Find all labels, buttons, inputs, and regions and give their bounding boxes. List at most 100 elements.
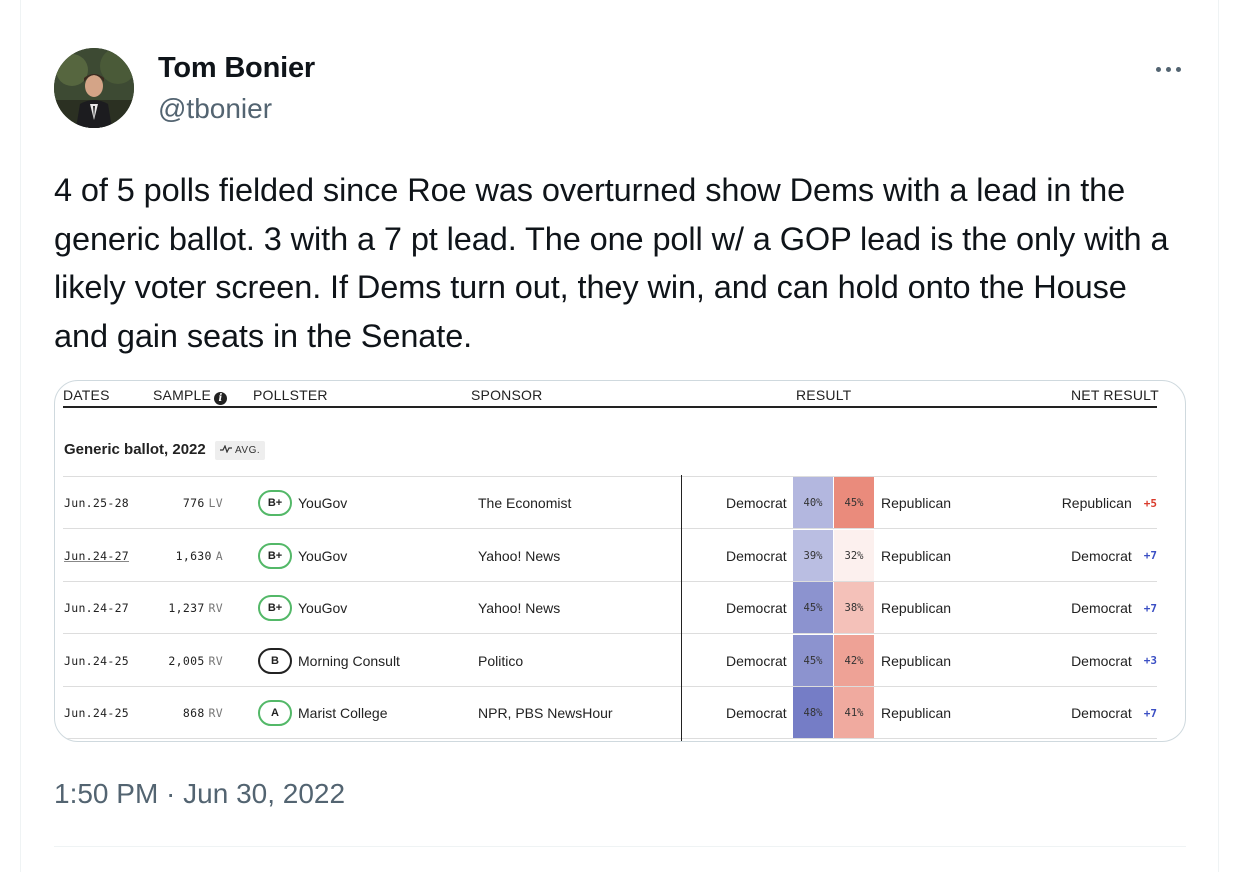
pollster-grade: B+: [258, 490, 292, 516]
pollster-cell[interactable]: B+ YouGov: [258, 582, 347, 634]
row-rule: [63, 528, 1157, 529]
rep-pct: 41%: [834, 687, 874, 739]
dem-pct: 40%: [793, 477, 833, 529]
dem-label: Democrat: [726, 547, 787, 564]
pollster-cell[interactable]: A Marist College: [258, 687, 387, 739]
pollster-name: Marist College: [298, 705, 388, 721]
author-display-name[interactable]: Tom Bonier: [158, 52, 315, 84]
row-rule: [63, 738, 1157, 739]
pollster-grade: B+: [258, 542, 292, 569]
trend-icon: [220, 444, 232, 454]
header-sample-label: SAMPLE: [153, 387, 211, 403]
poll-sample: 1,237 RV: [168, 601, 223, 615]
section-rule: [63, 476, 1157, 477]
header-sample: SAMPLE i: [153, 387, 227, 405]
dem-label: Democrat: [726, 705, 787, 721]
header-net-result: NET RESULT: [1071, 387, 1159, 403]
poll-sample: 1,630 A: [175, 548, 223, 563]
table-row: Jun.24-25 2,005 RV B Morning Consult Politico…: [55, 634, 1185, 687]
pollster-grade: A: [258, 700, 292, 726]
net-result: Republican +5: [995, 477, 1157, 529]
pollster-name: YouGov: [298, 495, 348, 511]
net-party: Democrat: [1071, 652, 1132, 669]
row-rule: [63, 580, 1157, 582]
net-value: +7: [1143, 706, 1157, 720]
header-rule: [63, 406, 1157, 408]
rep-label: Republican: [881, 705, 952, 721]
avatar-photo: [54, 48, 134, 128]
net-party: Democrat: [1071, 705, 1132, 721]
table-row: Jun.24-27 1,237 RV B+ YouGov Yahoo! News Democ…: [55, 582, 1185, 634]
tweet-media-image[interactable]: DATES SAMPLE i POLLSTER SPONSOR RESULT NE…: [54, 380, 1186, 742]
timeline-border-left: [20, 0, 21, 872]
sponsor: Yahoo! News: [478, 547, 561, 564]
dem-pct: 39%: [793, 529, 833, 582]
dem-pct: 48%: [793, 687, 833, 739]
header-pollster: POLLSTER: [253, 387, 328, 403]
net-value: +5: [1143, 496, 1157, 510]
header-dates: DATES: [63, 387, 110, 403]
rep-label: Republican: [881, 652, 952, 669]
dem-pct: 45%: [793, 582, 833, 634]
pollster-cell[interactable]: B Morning Consult: [258, 635, 400, 687]
dem-label: Democrat: [726, 600, 787, 616]
net-result: Democrat +3: [995, 635, 1157, 687]
sponsor: Politico: [478, 652, 524, 669]
more-options-icon[interactable]: [1146, 56, 1190, 82]
table-row: Jun.25-28 776 LV B+ YouGov The Economist Democ…: [55, 477, 1185, 529]
tweet-text: 4 of 5 polls fielded since Roe was overt…: [54, 172, 1169, 354]
dem-label: Democrat: [726, 495, 787, 511]
result-divider: [681, 475, 682, 741]
poll-date: Jun.24-27: [64, 601, 130, 615]
net-value: +3: [1143, 654, 1157, 667]
rep-pct: 32%: [834, 529, 874, 582]
rep-pct: 38%: [834, 582, 874, 634]
pollster-name: YouGov: [298, 547, 348, 564]
table-row: Jun.24-25 868 RV A Marist College NPR, PBS Ne…: [55, 687, 1185, 739]
net-result: Democrat +7: [995, 530, 1157, 582]
author-handle[interactable]: @tbonier: [158, 93, 273, 124]
pollster-grade: B: [258, 647, 292, 674]
sponsor: Yahoo! News: [478, 600, 561, 616]
dem-label: Democrat: [726, 652, 787, 669]
net-result: Democrat +7: [995, 687, 1157, 739]
net-value: +7: [1143, 549, 1157, 562]
rep-pct: 45%: [834, 477, 874, 529]
pollster-name: YouGov: [298, 600, 348, 616]
poll-date: Jun.24-25: [64, 706, 130, 720]
net-party: Democrat: [1071, 547, 1132, 564]
header-sponsor: SPONSOR: [471, 387, 543, 403]
info-icon: i: [214, 392, 227, 405]
tweet-timestamp[interactable]: 1:50 PM · Jun 30, 2022: [54, 778, 346, 809]
pollster-cell[interactable]: B+ YouGov: [258, 477, 347, 529]
avg-badge: AVG.: [215, 441, 266, 460]
poll-date[interactable]: Jun.24-27: [64, 548, 130, 563]
bottom-divider: [54, 846, 1186, 847]
rep-label: Republican: [881, 495, 952, 511]
net-party: Republican: [1061, 495, 1132, 511]
timeline-border-right: [1218, 0, 1219, 872]
net-party: Democrat: [1071, 600, 1132, 616]
dem-pct: 45%: [793, 634, 833, 687]
poll-date: Jun.25-28: [64, 496, 130, 510]
row-rule: [63, 685, 1157, 687]
poll-sample: 2,005 RV: [168, 653, 223, 668]
net-result: Democrat +7: [995, 582, 1157, 634]
net-value: +7: [1143, 601, 1157, 615]
poll-sample: 776 LV: [182, 496, 223, 510]
avg-label: AVG.: [235, 445, 261, 456]
pollster-cell[interactable]: B+ YouGov: [258, 530, 347, 582]
poll-sample: 868 RV: [182, 706, 223, 720]
avatar[interactable]: [54, 48, 134, 128]
sponsor: NPR, PBS NewsHour: [478, 705, 613, 721]
section-title: Generic ballot, 2022: [64, 441, 206, 458]
rep-label: Republican: [881, 547, 952, 564]
rep-pct: 42%: [834, 634, 874, 687]
row-rule: [63, 633, 1157, 634]
pollster-grade: B+: [258, 595, 292, 621]
pollster-name: Morning Consult: [298, 652, 400, 669]
poll-date: Jun.24-25: [64, 653, 130, 668]
sponsor: The Economist: [478, 495, 572, 511]
rep-label: Republican: [881, 600, 952, 616]
table-row: Jun.24-27 1,630 A B+ YouGov Yahoo! News Democr…: [55, 529, 1185, 582]
